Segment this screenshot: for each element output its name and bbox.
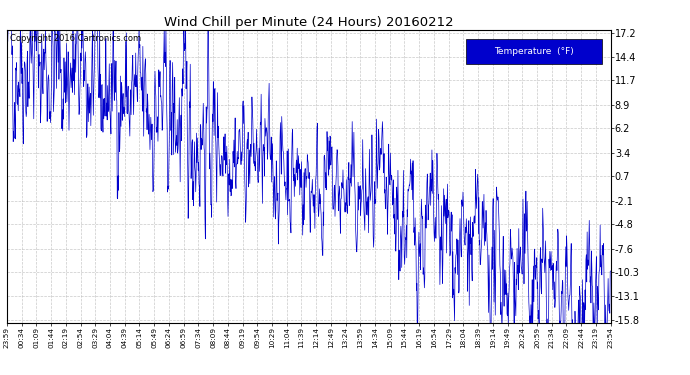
Title: Wind Chill per Minute (24 Hours) 20160212: Wind Chill per Minute (24 Hours) 2016021…: [164, 16, 453, 29]
Text: Temperature  (°F): Temperature (°F): [494, 47, 573, 56]
Bar: [466, 39, 602, 64]
Text: Copyright 2016 Cartronics.com: Copyright 2016 Cartronics.com: [10, 34, 141, 44]
